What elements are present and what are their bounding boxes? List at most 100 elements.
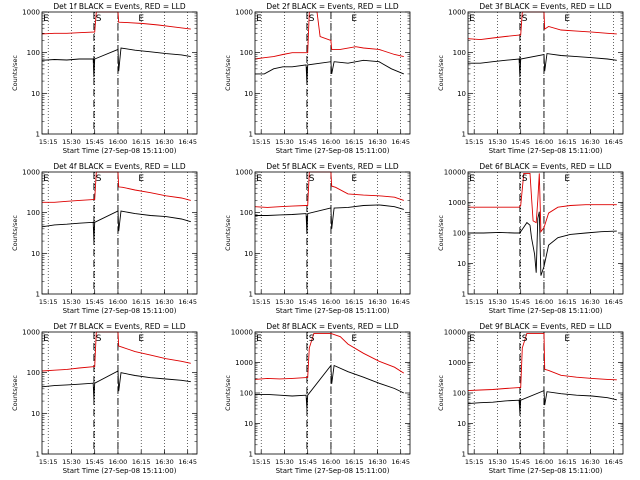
interval-marker-e: E: [138, 334, 144, 344]
x-tick-label: 16:00: [109, 298, 128, 306]
x-tick-label: 16:45: [604, 138, 623, 146]
y-axis-label: Counts/sec: [224, 375, 232, 411]
x-tick-label: 16:15: [132, 138, 151, 146]
x-tick-label: 16:15: [345, 298, 364, 306]
x-tick-label: 15:15: [252, 458, 271, 466]
x-tick-label: 16:00: [109, 458, 128, 466]
x-tick-label: 15:45: [511, 458, 530, 466]
interval-marker-e: E: [564, 14, 570, 24]
x-tick-label: 16:45: [391, 458, 410, 466]
series-lld-line: [254, 11, 404, 60]
y-tick-label: 10: [244, 90, 253, 98]
x-tick-label: 16:30: [368, 138, 387, 146]
panel-title: Det 5f BLACK = Events, RED = LLD: [266, 162, 399, 171]
y-tick-label: 10000: [444, 169, 466, 177]
y-axis-label: Counts/sec: [437, 215, 445, 251]
y-tick-label: 1: [249, 291, 253, 299]
interval-marker-e: E: [138, 14, 144, 24]
y-tick-label: 100: [27, 49, 40, 57]
series-lld-line: [468, 172, 617, 233]
plot-frame: [254, 171, 411, 295]
series-lld-line: [41, 331, 191, 372]
interval-marker-e: E: [469, 174, 475, 184]
x-tick-label: 15:15: [39, 138, 58, 146]
x-tick-label: 16:45: [178, 138, 197, 146]
series-events-line: [467, 389, 617, 414]
panel-det-6: Det 6f BLACK = Events, RED = LLD S E E 1 10 10…: [437, 162, 624, 315]
y-tick-label: 1: [249, 131, 253, 139]
series-lld-line: [254, 332, 405, 380]
x-tick-label: 16:00: [535, 458, 554, 466]
y-axis-label: Counts/sec: [437, 375, 445, 411]
x-tick-label: 16:00: [322, 298, 341, 306]
y-tick-label: 1000: [22, 9, 40, 17]
series-events-line: [468, 53, 617, 78]
x-tick-label: 16:00: [535, 138, 554, 146]
x-tick-label: 15:30: [62, 138, 81, 146]
x-tick-label: 16:30: [581, 298, 600, 306]
x-tick-label: 15:15: [252, 138, 271, 146]
x-tick-label: 15:15: [39, 298, 58, 306]
interval-marker-s: S: [522, 334, 528, 344]
interval-marker-e: E: [469, 14, 475, 24]
series-lld-line: [41, 11, 191, 35]
y-tick-label: 100: [27, 369, 40, 377]
x-tick-label: 15:45: [298, 458, 317, 466]
interval-marker-e: E: [256, 334, 262, 344]
y-tick-label: 10: [244, 250, 253, 258]
x-tick-label: 16:15: [558, 298, 577, 306]
x-tick-label: 16:45: [178, 298, 197, 306]
x-axis-label: Start Time (27-Sep-08 15:11:00): [63, 467, 177, 475]
x-tick-label: 16:00: [535, 298, 554, 306]
x-tick-label: 16:45: [391, 138, 410, 146]
x-tick-label: 16:15: [345, 458, 364, 466]
panel-title: Det 8f BLACK = Events, RED = LLD: [266, 322, 399, 331]
x-tick-label: 16:30: [155, 458, 174, 466]
plot-frame: [41, 11, 198, 135]
series-events-line: [255, 59, 404, 84]
series-lld-line: [467, 332, 617, 392]
x-tick-label: 16:30: [368, 298, 387, 306]
x-tick-label: 16:15: [345, 138, 364, 146]
y-tick-label: 100: [453, 49, 466, 57]
interval-marker-e: E: [43, 14, 49, 24]
panel-det-5: Det 5f BLACK = Events, RED = LLD S E E 1 10 10…: [224, 162, 411, 315]
y-tick-label: 1: [462, 131, 466, 139]
x-tick-label: 15:30: [488, 138, 507, 146]
panel-title: Det 1f BLACK = Events, RED = LLD: [53, 2, 186, 11]
panel-det-9: Det 9f BLACK = Events, RED = LLD S E E 1 10 10…: [437, 322, 624, 475]
series-events-line: [41, 370, 191, 400]
y-tick-label: 10: [457, 90, 466, 98]
x-axis-label: Start Time (27-Sep-08 15:11:00): [276, 147, 390, 155]
interval-marker-s: S: [522, 174, 528, 184]
interval-marker-s: S: [309, 174, 315, 184]
y-tick-label: 1000: [235, 169, 253, 177]
y-tick-label: 10: [31, 250, 40, 258]
x-axis-label: Start Time (27-Sep-08 15:11:00): [63, 147, 177, 155]
x-tick-label: 15:15: [465, 298, 484, 306]
plot-frame: [41, 171, 198, 295]
series-lld-line: [42, 171, 191, 203]
y-axis-label: Counts/sec: [11, 215, 19, 251]
panel-title: Det 4f BLACK = Events, RED = LLD: [53, 162, 186, 171]
interval-marker-e: E: [256, 174, 262, 184]
x-tick-label: 15:15: [39, 458, 58, 466]
interval-marker-s: S: [96, 334, 102, 344]
panel-title: Det 2f BLACK = Events, RED = LLD: [266, 2, 399, 11]
series-events-line: [41, 210, 191, 242]
y-tick-label: 1: [249, 451, 253, 459]
y-tick-label: 1000: [235, 359, 253, 367]
series-events-line: [255, 204, 404, 234]
y-axis-label: Counts/sec: [224, 215, 232, 251]
y-axis-label: Counts/sec: [11, 55, 19, 91]
y-tick-label: 1: [36, 131, 40, 139]
x-tick-label: 15:30: [275, 138, 294, 146]
panel-det-8: Det 8f BLACK = Events, RED = LLD S E E 1 10 10…: [224, 322, 411, 475]
y-tick-label: 100: [240, 390, 253, 398]
x-tick-label: 16:15: [558, 138, 577, 146]
x-tick-label: 16:15: [558, 458, 577, 466]
x-tick-label: 16:15: [132, 458, 151, 466]
x-axis-label: Start Time (27-Sep-08 15:11:00): [276, 467, 390, 475]
interval-marker-e: E: [351, 14, 357, 24]
